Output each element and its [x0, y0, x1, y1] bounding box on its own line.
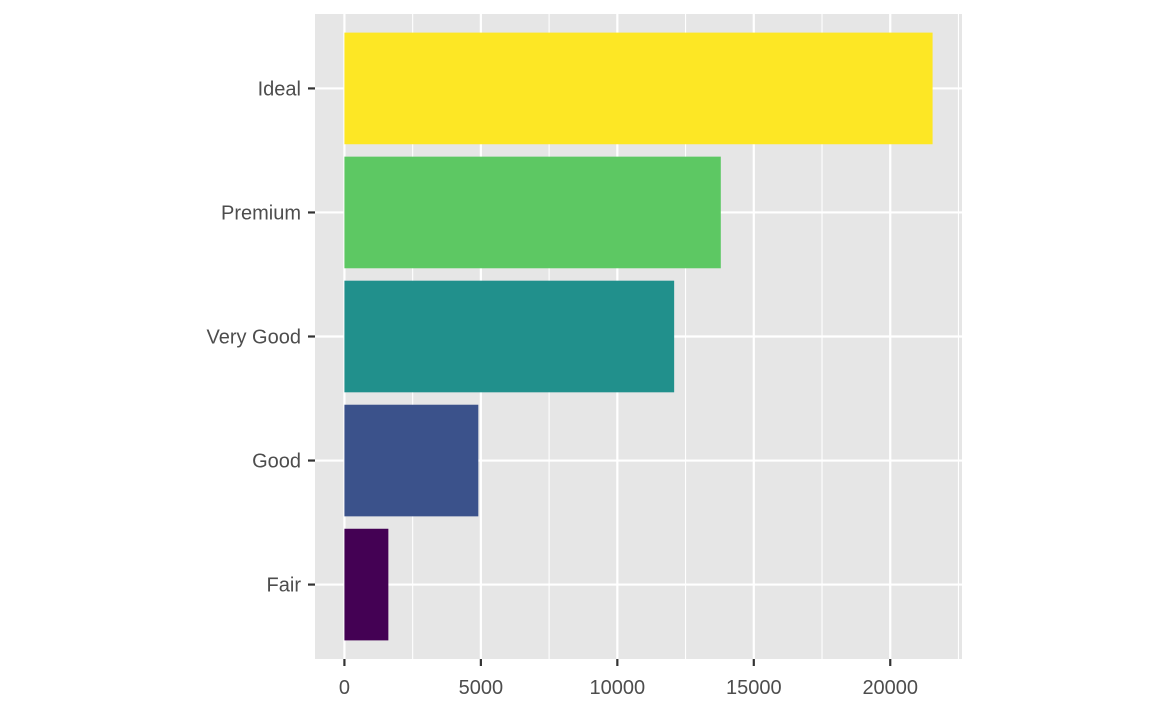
x-tick-label: 5000: [459, 677, 504, 699]
x-axis: 0 5000 10000 15000 20000: [339, 659, 918, 699]
x-tick-label: 10000: [590, 677, 646, 699]
bar-fair: [344, 528, 389, 641]
y-axis: Fair Good Very Good Premium Ideal: [206, 78, 315, 597]
y-tick-label: Ideal: [258, 78, 301, 100]
y-tick-label: Premium: [221, 202, 301, 224]
x-tick-label: 20000: [862, 677, 918, 699]
y-tick-label: Very Good: [206, 327, 301, 349]
x-tick-label: 15000: [726, 677, 782, 699]
y-tick-label: Fair: [267, 575, 302, 597]
y-tick-label: Good: [252, 451, 301, 473]
bar-premium: [344, 156, 721, 269]
bar-good: [344, 404, 479, 517]
bars: [344, 32, 933, 641]
bar-very-good: [344, 280, 675, 393]
bar-ideal: [344, 32, 933, 145]
x-tick-label: 0: [339, 677, 350, 699]
